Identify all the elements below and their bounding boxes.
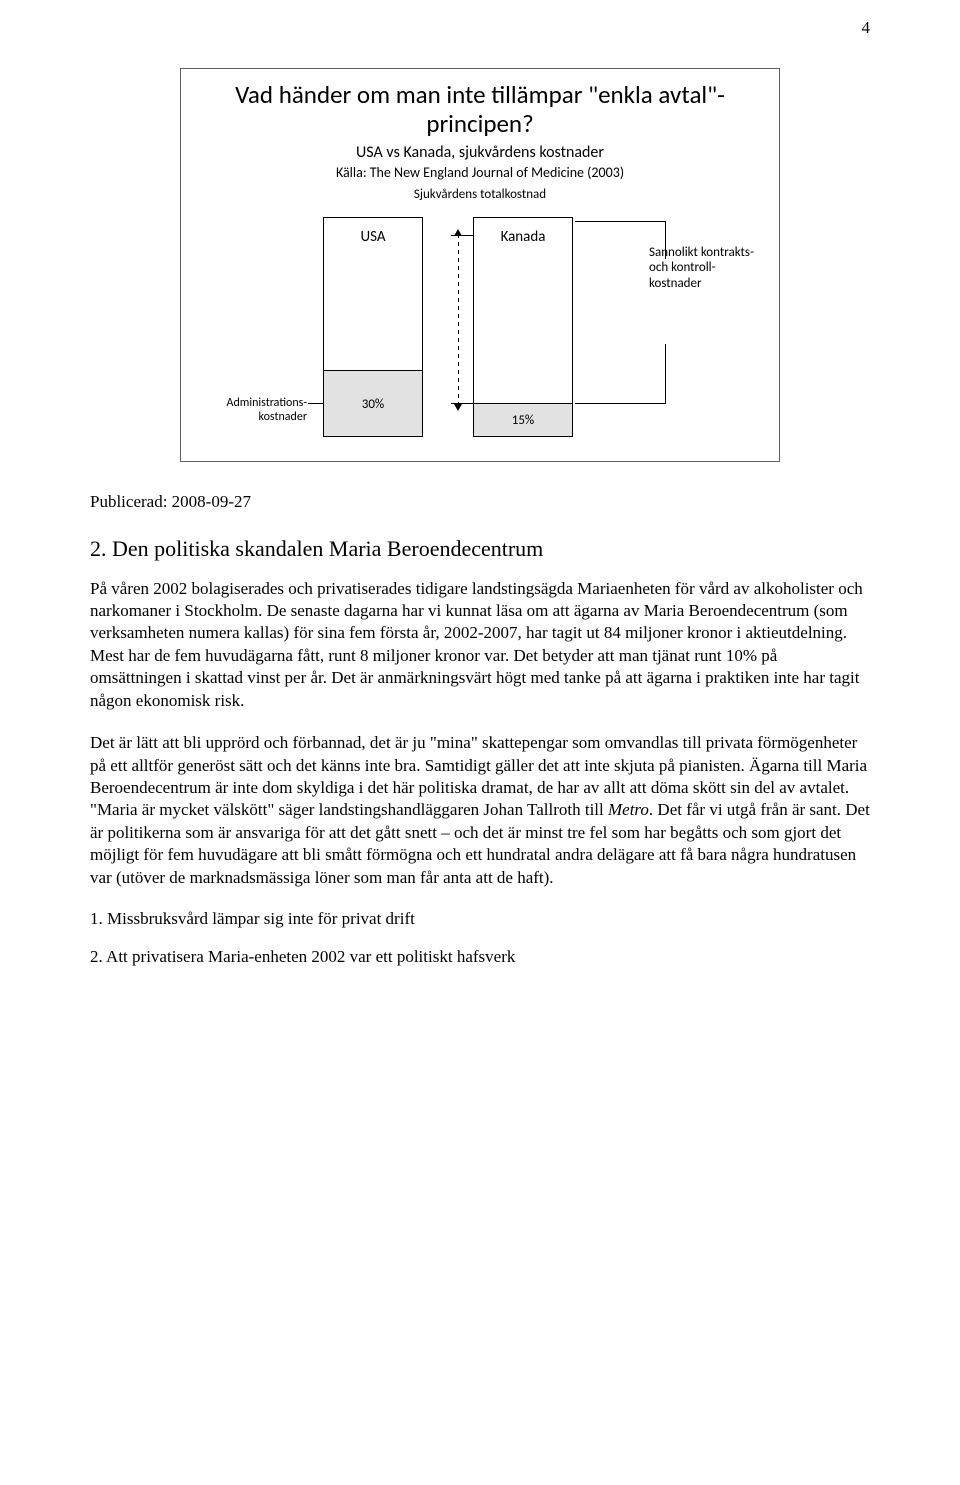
section-heading: 2. Den politiska skandalen Maria Beroend… bbox=[90, 536, 870, 562]
published-date: Publicerad: 2008-09-27 bbox=[90, 492, 870, 512]
numbered-item-2: 2. Att privatisera Maria-enheten 2002 va… bbox=[90, 947, 870, 967]
arrow-down-icon bbox=[454, 404, 462, 411]
bar-usa-label: USA bbox=[324, 228, 422, 246]
annotation-line bbox=[575, 221, 665, 222]
annotation-line bbox=[665, 344, 666, 404]
bar-canada-label: Kanada bbox=[474, 228, 572, 246]
bar-canada-shaded: 15% bbox=[474, 403, 572, 436]
annotation-dashed-line bbox=[458, 234, 459, 404]
figure-title: Vad händer om man inte tillämpar "enkla … bbox=[193, 81, 767, 139]
paragraph-2: Det är lätt att bli upprörd och förbanna… bbox=[90, 732, 870, 889]
annotation-line bbox=[575, 403, 665, 404]
left-annotation: Administrations-kostnader bbox=[199, 397, 307, 425]
annotation-line bbox=[308, 403, 323, 404]
numbered-item-1: 1. Missbruksvård lämpar sig inte för pri… bbox=[90, 909, 870, 929]
bar-canada-pct: 15% bbox=[474, 413, 572, 428]
page-number: 4 bbox=[862, 18, 871, 38]
figure-source: Källa: The New England Journal of Medici… bbox=[193, 164, 767, 181]
bar-chart: Sjukvårdens totalkostnad Administrations… bbox=[193, 187, 767, 447]
document-page: 4 Vad händer om man inte tillämpar "enkl… bbox=[0, 0, 960, 1025]
bar-usa-shaded: 30% bbox=[324, 370, 422, 436]
bar-canada: Kanada 15% bbox=[473, 217, 573, 437]
chart-y-label: Sjukvårdens totalkostnad bbox=[414, 187, 546, 202]
figure-frame: Vad händer om man inte tillämpar "enkla … bbox=[180, 68, 780, 462]
italic-metro: Metro bbox=[608, 800, 649, 819]
paragraph-1: På våren 2002 bolagiserades och privatis… bbox=[90, 578, 870, 713]
bar-usa-pct: 30% bbox=[324, 397, 422, 412]
figure-subtitle: USA vs Kanada, sjukvårdens kostnader bbox=[193, 143, 767, 162]
right-annotation: Sannolikt kontrakts- och kontroll-kostna… bbox=[649, 245, 759, 292]
arrow-up-icon bbox=[454, 229, 462, 236]
bar-usa: USA 30% bbox=[323, 217, 423, 437]
